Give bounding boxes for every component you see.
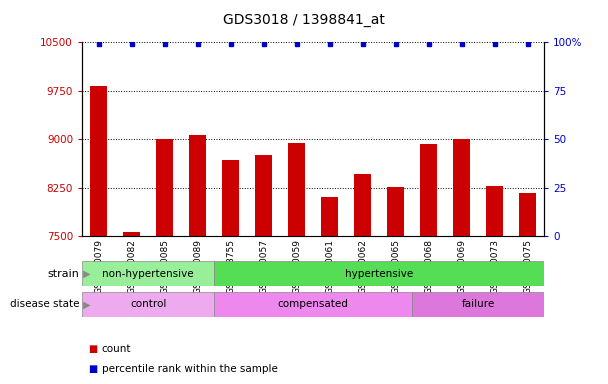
Text: ▶: ▶ — [80, 268, 91, 279]
Bar — [387, 187, 404, 236]
Text: count: count — [102, 344, 131, 354]
Text: percentile rank within the sample: percentile rank within the sample — [102, 364, 277, 374]
Text: ■: ■ — [88, 344, 97, 354]
Bar — [288, 143, 305, 236]
Text: GDS3018 / 1398841_at: GDS3018 / 1398841_at — [223, 13, 385, 27]
Bar — [322, 197, 338, 236]
Bar — [82, 292, 214, 317]
Text: hypertensive: hypertensive — [345, 268, 413, 279]
Bar — [486, 186, 503, 236]
Bar — [454, 139, 470, 236]
Bar — [156, 139, 173, 236]
Bar — [255, 156, 272, 236]
Text: failure: failure — [461, 299, 495, 310]
Bar — [354, 174, 371, 236]
Text: strain: strain — [47, 268, 79, 279]
Text: control: control — [130, 299, 166, 310]
Text: ▶: ▶ — [80, 299, 91, 310]
Bar — [189, 135, 206, 236]
Text: ■: ■ — [88, 364, 97, 374]
Text: disease state: disease state — [10, 299, 79, 310]
Bar — [519, 193, 536, 236]
Bar — [82, 261, 214, 286]
Bar — [412, 292, 544, 317]
Text: non-hypertensive: non-hypertensive — [102, 268, 194, 279]
Bar — [420, 144, 437, 236]
Bar — [214, 292, 412, 317]
Bar — [91, 86, 107, 236]
Bar — [123, 232, 140, 236]
Text: compensated: compensated — [278, 299, 348, 310]
Bar — [214, 261, 544, 286]
Bar — [223, 160, 239, 236]
